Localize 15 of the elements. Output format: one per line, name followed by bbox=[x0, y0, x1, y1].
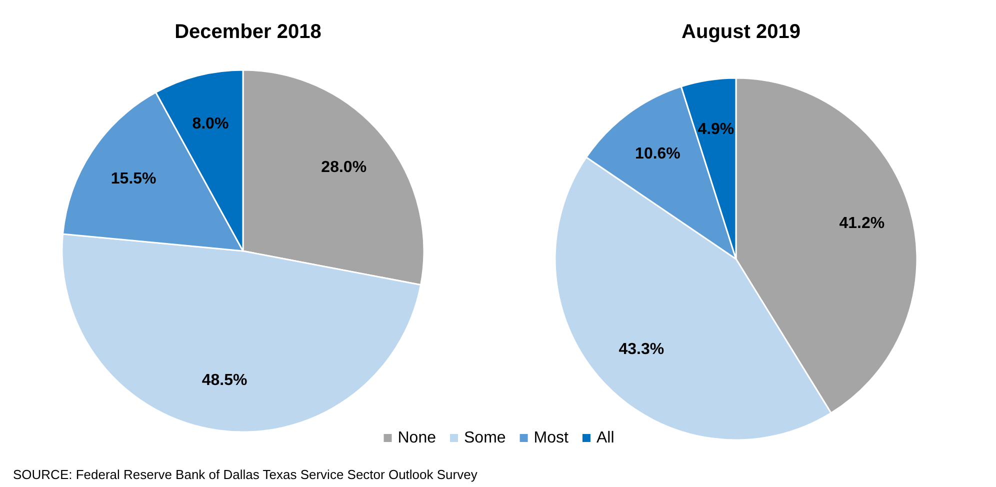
legend-label: None bbox=[398, 430, 436, 446]
data-label: 41.2% bbox=[839, 214, 885, 232]
source-note: SOURCE: Federal Reserve Bank of Dallas Texas Service Sector Outlook Survey bbox=[13, 467, 478, 482]
legend-label: All bbox=[596, 430, 614, 446]
data-label: 4.9% bbox=[698, 121, 734, 138]
legend-label: Most bbox=[534, 430, 570, 446]
data-label: 43.3% bbox=[618, 341, 664, 358]
data-label: 8.0% bbox=[192, 116, 229, 133]
chart-title: August 2019 bbox=[682, 21, 800, 43]
chart-title: December 2018 bbox=[174, 21, 322, 43]
data-label: 15.5% bbox=[110, 170, 156, 188]
data-label: 28.0% bbox=[321, 159, 367, 176]
legend-label: Some bbox=[464, 430, 506, 446]
data-label: 10.6% bbox=[635, 146, 680, 163]
data-label: 48.5% bbox=[202, 372, 248, 390]
